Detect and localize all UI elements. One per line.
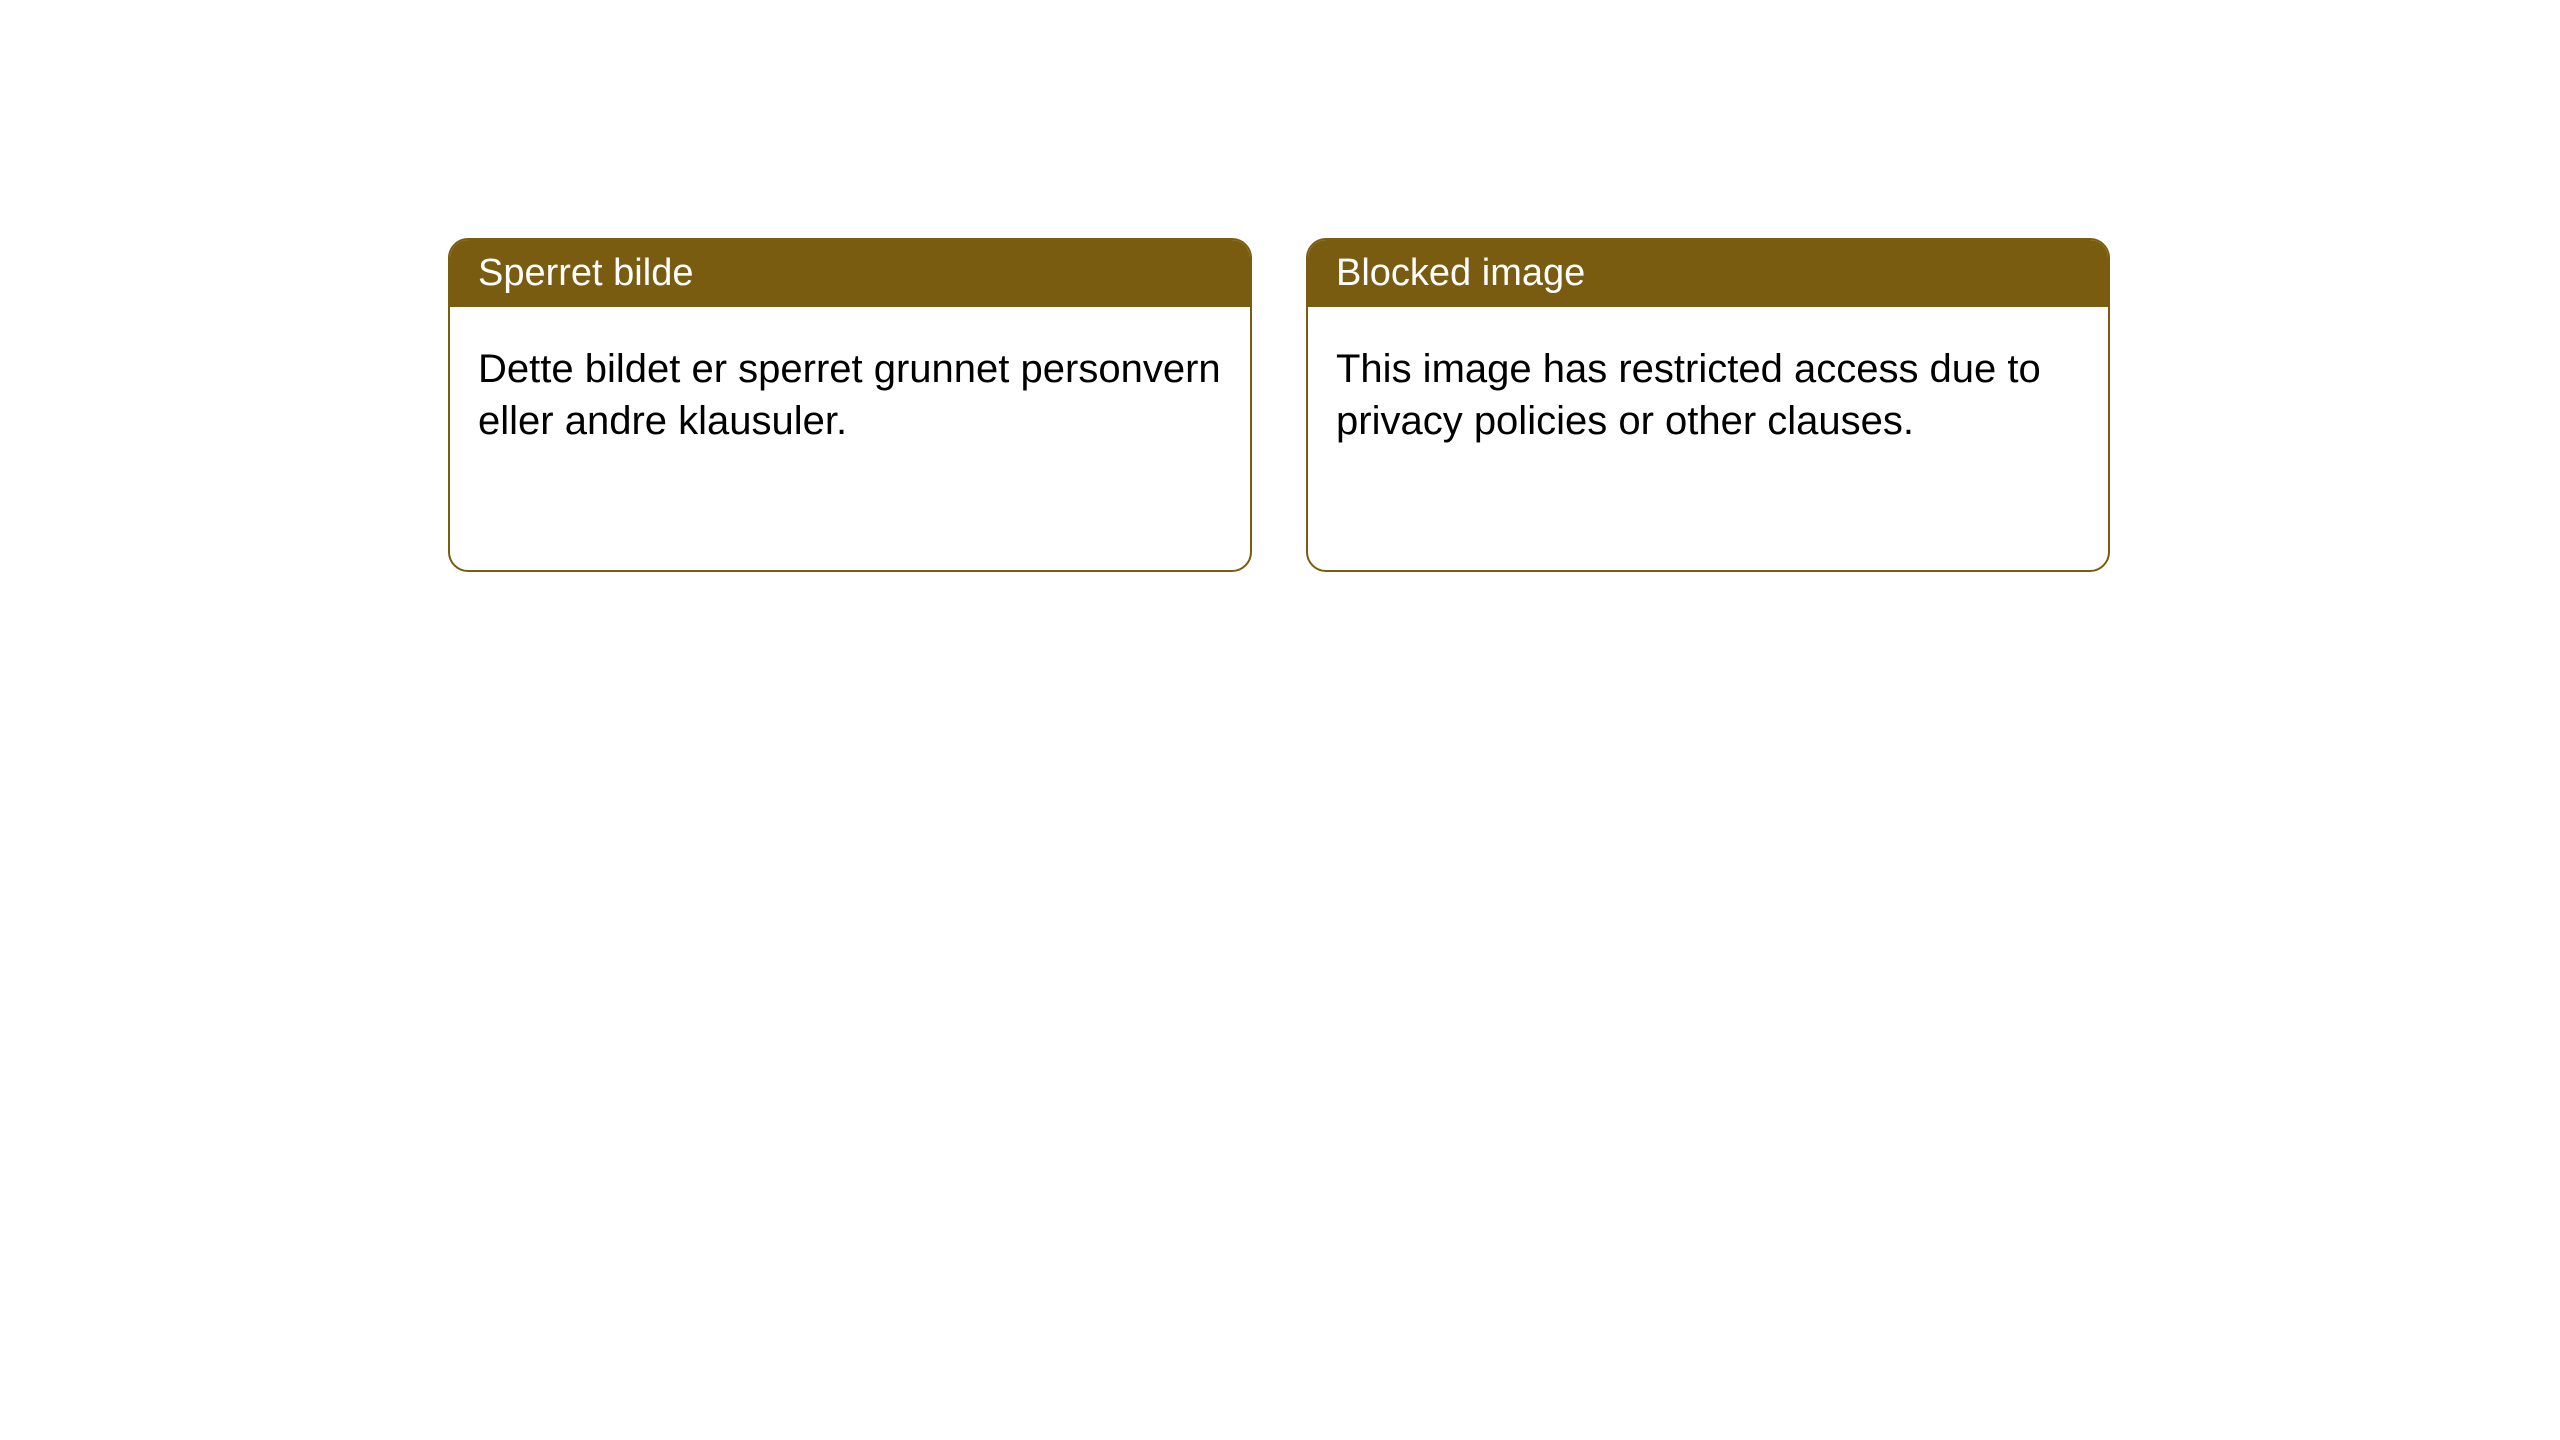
card-body-english: This image has restricted access due to … bbox=[1308, 307, 2108, 483]
card-header-english: Blocked image bbox=[1308, 240, 2108, 307]
card-message: This image has restricted access due to … bbox=[1336, 347, 2041, 443]
card-header-norwegian: Sperret bilde bbox=[450, 240, 1250, 307]
notice-card-english: Blocked image This image has restricted … bbox=[1306, 238, 2110, 572]
card-body-norwegian: Dette bildet er sperret grunnet personve… bbox=[450, 307, 1250, 483]
card-title: Blocked image bbox=[1336, 252, 1585, 294]
notice-container: Sperret bilde Dette bildet er sperret gr… bbox=[0, 0, 2560, 572]
card-title: Sperret bilde bbox=[478, 252, 693, 294]
notice-card-norwegian: Sperret bilde Dette bildet er sperret gr… bbox=[448, 238, 1252, 572]
card-message: Dette bildet er sperret grunnet personve… bbox=[478, 347, 1221, 443]
